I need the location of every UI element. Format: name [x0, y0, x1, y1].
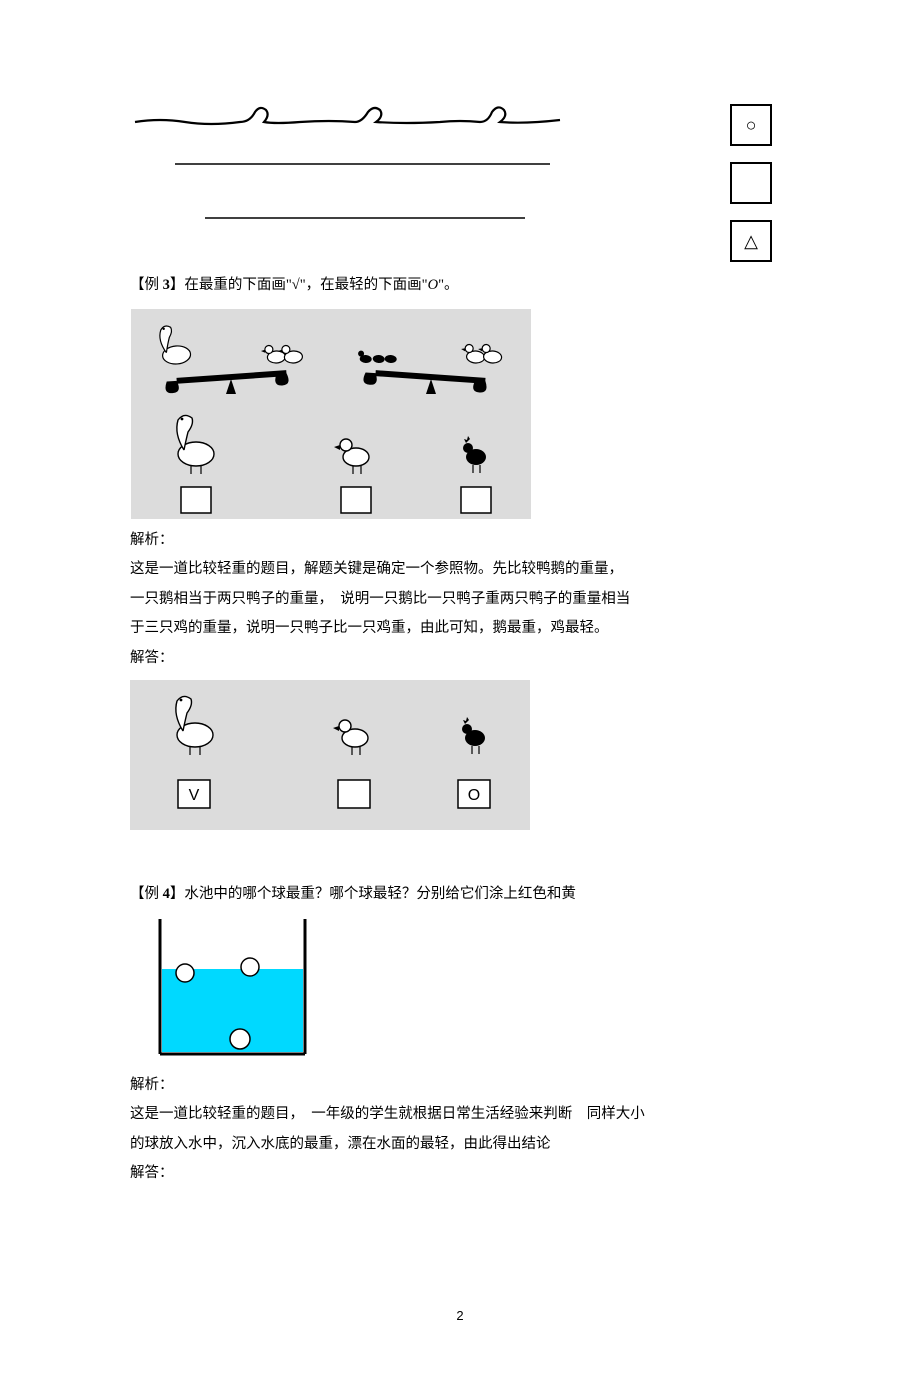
rope-exercise: ○ △ [130, 100, 790, 262]
ex4-answer-label: 解答： [130, 1160, 790, 1188]
circle-symbol: O [428, 277, 438, 293]
ex3-analysis-2: 一只鹅相当于两只鸭子的重量， 说明一只鹅比一只鸭子重两只鸭子的重量相当 [130, 586, 790, 614]
ball-3 [230, 1029, 250, 1049]
document-page: ○ △ 【例 3】在最重的下面画"√"，在最轻的下面画"O"。 [0, 0, 920, 1383]
ex4-analysis-2: 的球放入水中，沉入水底的最重，漂在水面的最轻，由此得出结论 [130, 1131, 790, 1159]
ex3-heading: 【例 3】在最重的下面画"√"，在最轻的下面画"O"。 [130, 272, 790, 300]
ex4-analysis-1: 这是一道比较轻重的题目， 一年级的学生就根据日常生活经验来判断 同样大小 [130, 1101, 790, 1129]
shape-box-triangle: △ [730, 220, 772, 262]
ex3-analysis-label: 解析： [130, 527, 790, 555]
ex4-trail: 色和黄 [532, 886, 576, 902]
check-symbol: √ [292, 277, 300, 293]
rope-path [135, 107, 560, 124]
shape-box-circle: ○ [730, 104, 772, 146]
ex4-suffix: 】水池中的哪个球最重？哪个球最轻？分别给它们涂上红 [170, 886, 533, 902]
answer-box-chicken: O [468, 787, 480, 804]
ex3-num: 3 [163, 277, 170, 293]
ex3-suffix: 】在最重的下面画" [170, 277, 292, 293]
pool-image [130, 919, 330, 1059]
ex4-num: 4 [163, 886, 170, 902]
page-number: 2 [130, 1308, 790, 1323]
ball-1 [176, 964, 194, 982]
ex3-scale-image [130, 308, 532, 520]
ex4-analysis-label: 解析： [130, 1072, 790, 1100]
rope-row-3 [130, 208, 710, 254]
line3-svg [130, 208, 570, 228]
ex3-answer-label: 解答： [130, 645, 790, 673]
ex3-end: "。 [438, 277, 458, 293]
rope-svg [130, 100, 570, 140]
line2-svg [130, 154, 570, 174]
rope-area [130, 100, 730, 262]
ex3-prefix: 【例 [130, 277, 163, 293]
ex4-prefix: 【例 [130, 886, 163, 902]
ex4-heading: 【例 4】水池中的哪个球最重？哪个球最轻？分别给它们涂上红色和黄 [130, 881, 790, 909]
ex3-mid: "，在最轻的下面画" [300, 277, 428, 293]
ex3-analysis-1: 这是一道比较轻重的题目，解题关键是确定一个参照物。先比较鸭鹅的重量， [130, 556, 790, 584]
shape-column: ○ △ [730, 100, 790, 262]
ex3-analysis-3: 于三只鸡的重量，说明一只鸭子比一只鸡重，由此可知，鹅最重，鸡最轻。 [130, 615, 790, 643]
rope-row-1 [130, 100, 710, 146]
ball-2 [241, 958, 259, 976]
shape-box-empty [730, 162, 772, 204]
answer-box-goose: V [189, 787, 200, 804]
ex3-answer-image: V O [130, 680, 530, 830]
rope-row-2 [130, 154, 710, 200]
